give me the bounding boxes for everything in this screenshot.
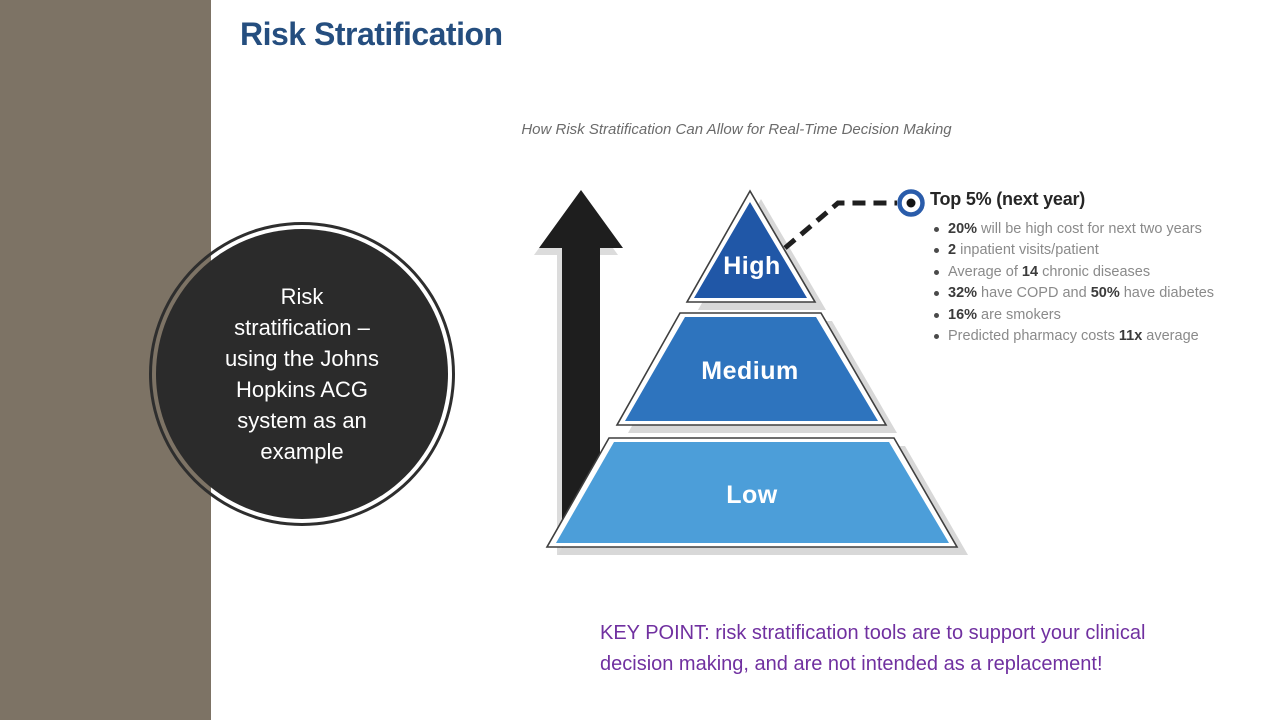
circle-text-line: system as an <box>237 408 367 433</box>
bullet-segment: Predicted pharmacy costs <box>948 328 1119 345</box>
circle-text-line: Risk <box>280 284 324 309</box>
bullet-segment: 16% <box>948 306 978 323</box>
list-item: 32% have COPD and 50% have diabetes <box>930 283 1270 304</box>
key-point-line: decision making, and are not intended as… <box>600 652 1103 675</box>
bullet-segment: chronic diseases <box>1038 263 1151 280</box>
bullet-segment: 11x <box>1118 328 1143 345</box>
bullet-segment: will be high cost for next two years <box>977 221 1202 237</box>
pyramid-diagram: High Medium Low <box>534 189 968 555</box>
list-item: 2 inpatient visits/patient <box>930 240 1270 261</box>
pyramid-level-low <box>556 442 949 543</box>
bullet-segment: have COPD and <box>977 285 1091 302</box>
bullet-dot-icon <box>934 312 939 318</box>
list-item: 20% will be high cost for next two years <box>930 219 1270 240</box>
pyramid-label-medium: Medium <box>701 357 798 385</box>
pyramid-level-high <box>694 202 807 298</box>
page-title: Risk Stratification <box>240 16 503 52</box>
pyramid-label-low: Low <box>726 481 778 509</box>
bullet-segment: average <box>1142 328 1199 345</box>
bullet-segment: 2 <box>948 242 957 259</box>
circle-callout-body: Risk stratification – using the Johns Ho… <box>156 229 448 519</box>
list-item: 16% are smokers <box>930 305 1270 326</box>
bullet-list: 20% will be high cost for next two years… <box>930 219 1270 347</box>
top5-callout: Top 5% (next year) 20% will be high cost… <box>930 189 1270 347</box>
callout-heading: Top 5% (next year) <box>930 189 1086 209</box>
bullet-dot-icon <box>934 334 939 340</box>
bullet-dot-icon <box>934 291 939 297</box>
up-arrow-icon <box>539 190 623 548</box>
key-point-text: KEY POINT: risk stratification tools are… <box>600 618 1220 679</box>
bullet-segment: have diabetes <box>1119 285 1215 302</box>
pyramid-label-high: High <box>723 252 781 280</box>
bullet-segment: 20% <box>948 221 978 237</box>
bullet-segment: 32% <box>948 285 978 302</box>
circle-text-line: using the Johns <box>224 346 380 371</box>
bullet-dot-icon <box>934 248 939 254</box>
bullet-dot-icon <box>934 227 939 232</box>
circle-text-line: example <box>260 439 344 464</box>
diagram-title: How Risk Stratification Can Allow for Re… <box>521 121 952 138</box>
bullet-dot-icon <box>934 269 939 275</box>
bullet-segment: Average of <box>948 263 1022 280</box>
list-item: Average of 14 chronic diseases <box>930 262 1270 283</box>
dashed-connector-line <box>783 200 897 250</box>
key-point-line: KEY POINT: risk stratification tools are… <box>600 622 1146 644</box>
bullet-segment: 50% <box>1090 285 1120 302</box>
bullet-segment: inpatient visits/patient <box>956 242 1099 259</box>
circle-callout: Risk stratification – using the Johns Ho… <box>149 222 455 526</box>
circle-text-line: Hopkins ACG <box>235 377 369 402</box>
circle-text-line: stratification – <box>234 315 370 340</box>
list-item: Predicted pharmacy costs 11x average <box>930 326 1270 347</box>
bullet-segment: are smokers <box>977 306 1061 323</box>
bullet-segment: 14 <box>1021 263 1039 280</box>
bullseye-icon-center <box>906 198 916 208</box>
pyramid-level-medium <box>625 317 878 421</box>
